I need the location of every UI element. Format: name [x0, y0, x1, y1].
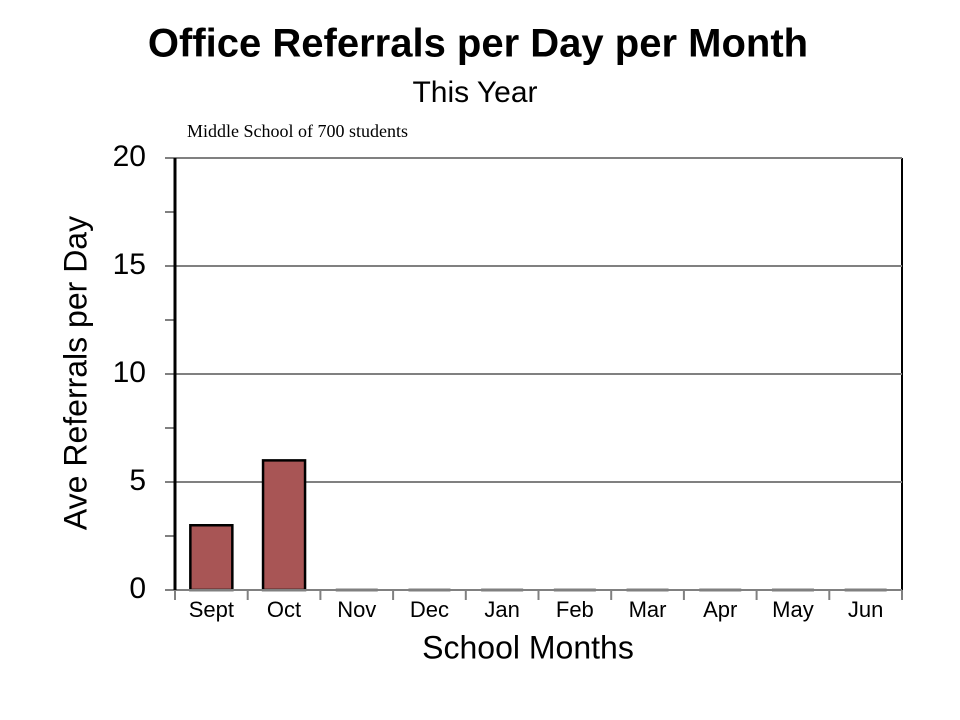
x-tick-label: Oct	[267, 597, 301, 622]
x-tick-label: Nov	[337, 597, 376, 622]
x-tick-label: Jan	[484, 597, 519, 622]
x-tick-label: Jun	[848, 597, 883, 622]
chart-subtitle: This Year	[412, 76, 537, 109]
y-tick-label: 10	[113, 356, 146, 389]
y-tick-label: 0	[129, 572, 146, 605]
chart-title: Office Referrals per Day per Month	[148, 22, 808, 66]
x-tick-label: May	[772, 597, 814, 622]
x-tick-label: Feb	[556, 597, 594, 622]
x-tick-label: Apr	[703, 597, 737, 622]
x-tick-label: Mar	[629, 597, 667, 622]
x-tick-label: Sept	[189, 597, 234, 622]
y-tick-label: 15	[113, 248, 146, 281]
y-tick-label: 5	[129, 464, 146, 497]
x-axis-title: School Months	[422, 629, 634, 665]
y-tick-label: 20	[113, 140, 146, 173]
y-axis-title: Ave Referrals per Day	[57, 216, 93, 530]
x-tick-label: Dec	[410, 597, 449, 622]
bar	[189, 523, 234, 592]
bar	[261, 459, 307, 592]
annotation: Middle School of 700 students	[187, 121, 408, 141]
